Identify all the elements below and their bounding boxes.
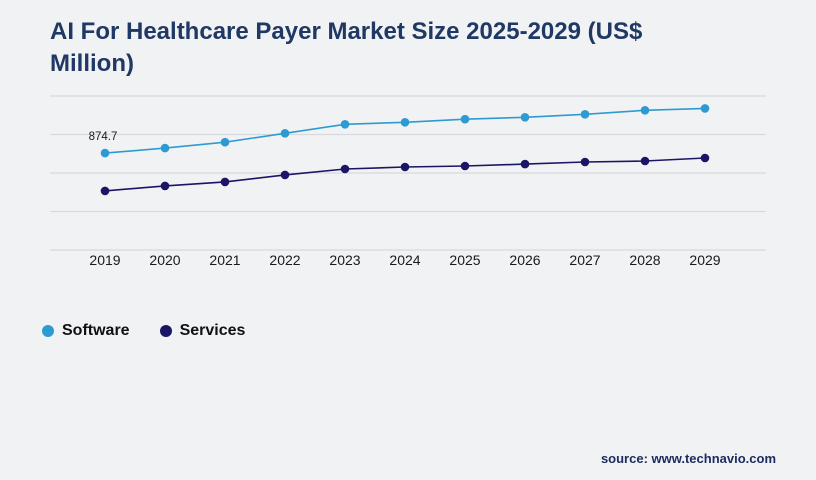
legend-label-software: Software [62,322,130,339]
legend-item-software: Software [42,322,130,340]
svg-text:2028: 2028 [629,252,660,268]
svg-text:2026: 2026 [509,252,540,268]
svg-text:2023: 2023 [329,252,360,268]
svg-text:2024: 2024 [389,252,420,268]
page-title: AI For Healthcare Payer Market Size 2025… [50,18,643,77]
legend-item-services: Services [159,322,246,340]
chart-legend: Software Services [42,322,245,340]
svg-text:2025: 2025 [449,252,480,268]
software-series-dot-icon [42,325,54,337]
svg-text:2019: 2019 [89,252,120,268]
svg-text:2027: 2027 [569,252,600,268]
legend-label-services: Services [179,322,246,339]
svg-text:2022: 2022 [269,252,300,268]
svg-text:874.7: 874.7 [89,131,118,143]
services-series-dot-icon [159,325,172,337]
source-text: source: www.technavio.com [600,451,776,466]
svg-text:2021: 2021 [209,252,240,268]
line-chart: 2019 2020 2021 2022 2023 2024 2025 2026 2027 2028… [50,95,766,268]
chart-area: 2019 2020 2021 2022 2023 2024 2025 2026 2027 2028… [50,88,766,283]
svg-text:2020: 2020 [149,252,180,268]
svg-text:2029: 2029 [689,252,720,268]
